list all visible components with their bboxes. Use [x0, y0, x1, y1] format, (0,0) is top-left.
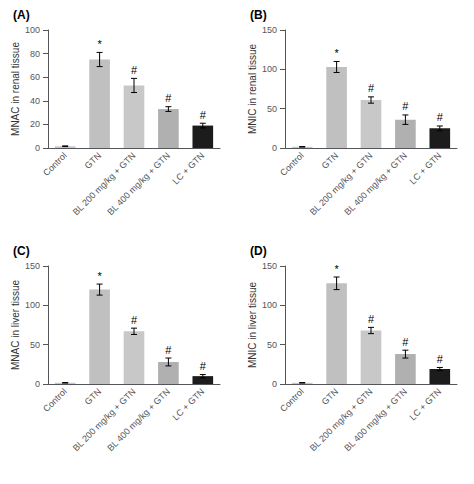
svg-text:100: 100: [25, 300, 40, 310]
svg-text:(B): (B): [250, 8, 267, 22]
svg-text:BL 400 mg/kg + GTN: BL 400 mg/kg + GTN: [342, 150, 409, 217]
svg-text:#: #: [131, 314, 138, 326]
svg-text:50: 50: [267, 104, 277, 114]
svg-text:#: #: [368, 82, 375, 94]
svg-text:*: *: [334, 263, 339, 275]
svg-text:100: 100: [262, 64, 277, 74]
svg-text:MNIC in liver tissue: MNIC in liver tissue: [247, 282, 258, 369]
svg-text:LC + GTN: LC + GTN: [407, 150, 443, 186]
svg-text:BL 400 mg/kg + GTN: BL 400 mg/kg + GTN: [342, 386, 409, 453]
svg-text:(A): (A): [13, 8, 30, 22]
svg-text:#: #: [402, 336, 409, 348]
svg-text:0: 0: [272, 379, 277, 389]
svg-text:MNAC in renal tissue: MNAC in renal tissue: [10, 42, 21, 136]
svg-text:0: 0: [272, 143, 277, 153]
svg-text:GTN: GTN: [320, 386, 340, 406]
svg-text:Control: Control: [278, 386, 306, 414]
svg-text:MNAC in liver tissue: MNAC in liver tissue: [10, 280, 21, 370]
svg-text:150: 150: [262, 25, 277, 35]
svg-text:#: #: [165, 344, 172, 356]
svg-text:#: #: [437, 111, 444, 123]
svg-text:150: 150: [262, 261, 277, 271]
svg-text:BL 200 mg/kg + GTN: BL 200 mg/kg + GTN: [308, 150, 375, 217]
svg-text:*: *: [97, 270, 102, 282]
svg-text:#: #: [368, 313, 375, 325]
svg-text:*: *: [334, 47, 339, 59]
svg-text:0: 0: [35, 379, 40, 389]
svg-text:(D): (D): [250, 244, 267, 258]
svg-text:50: 50: [267, 340, 277, 350]
svg-text:50: 50: [30, 340, 40, 350]
svg-text:BL 200 mg/kg + GTN: BL 200 mg/kg + GTN: [71, 386, 138, 453]
svg-text:BL 400 mg/kg + GTN: BL 400 mg/kg + GTN: [105, 150, 172, 217]
svg-text:Control: Control: [278, 150, 306, 178]
svg-text:*: *: [97, 38, 102, 50]
svg-text:#: #: [437, 353, 444, 365]
svg-text:150: 150: [25, 261, 40, 271]
svg-text:#: #: [402, 100, 409, 112]
svg-text:Control: Control: [41, 386, 69, 414]
svg-text:0: 0: [35, 143, 40, 153]
svg-text:GTN: GTN: [320, 150, 340, 170]
svg-text:60: 60: [30, 72, 40, 82]
svg-text:80: 80: [30, 49, 40, 59]
svg-text:#: #: [200, 360, 207, 372]
svg-text:#: #: [131, 64, 138, 76]
svg-text:40: 40: [30, 96, 40, 106]
svg-text:LC + GTN: LC + GTN: [170, 150, 206, 186]
svg-text:LC + GTN: LC + GTN: [407, 386, 443, 422]
svg-text:GTN: GTN: [83, 150, 103, 170]
svg-text:#: #: [200, 109, 207, 121]
svg-text:100: 100: [25, 25, 40, 35]
svg-text:GTN: GTN: [83, 386, 103, 406]
svg-text:LC + GTN: LC + GTN: [170, 386, 206, 422]
svg-text:20: 20: [30, 119, 40, 129]
svg-text:MNIC in renal tissue: MNIC in renal tissue: [247, 44, 258, 134]
svg-text:(C): (C): [13, 244, 30, 258]
svg-text:BL 200 mg/kg + GTN: BL 200 mg/kg + GTN: [71, 150, 138, 217]
svg-text:Control: Control: [41, 150, 69, 178]
svg-text:#: #: [165, 92, 172, 104]
svg-text:BL 400 mg/kg + GTN: BL 400 mg/kg + GTN: [105, 386, 172, 453]
svg-text:100: 100: [262, 300, 277, 310]
svg-text:BL 200 mg/kg + GTN: BL 200 mg/kg + GTN: [308, 386, 375, 453]
